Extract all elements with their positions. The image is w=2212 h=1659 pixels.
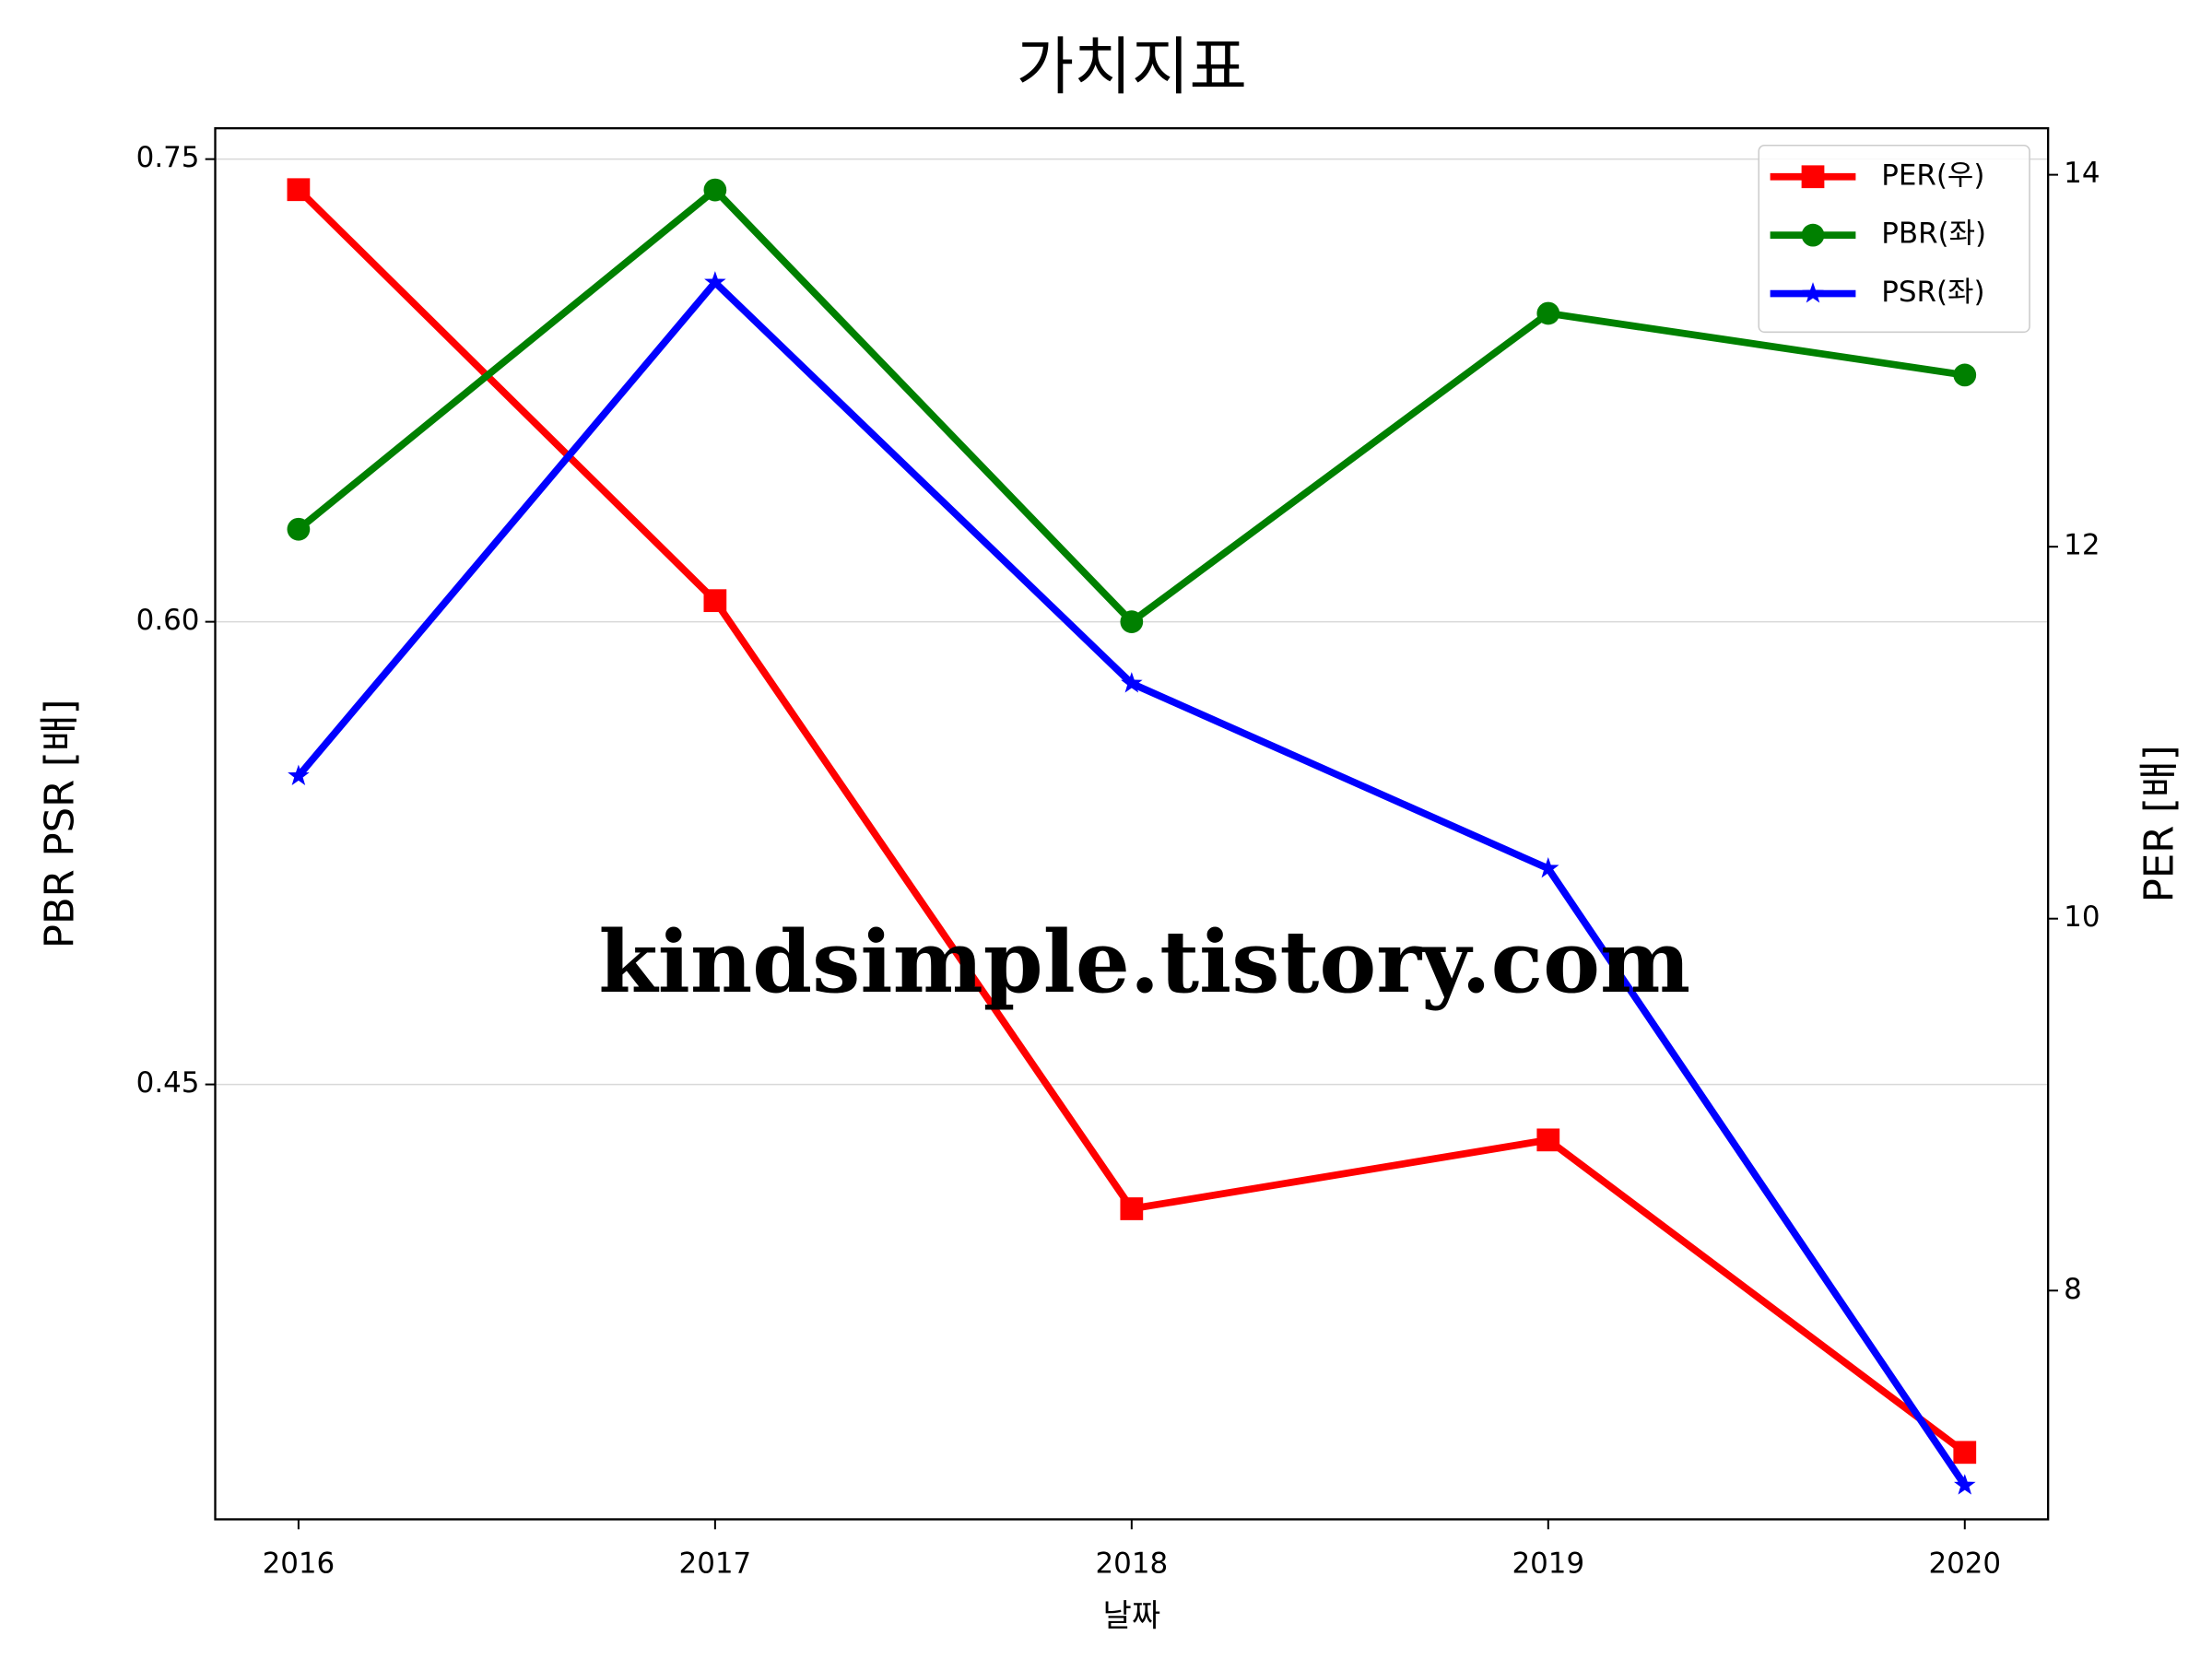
x-tick-label: 2020 <box>1928 1547 2001 1580</box>
legend-box <box>1758 144 2030 334</box>
x-tick-label: 2016 <box>263 1547 335 1580</box>
legend-label: PSR(좌) <box>1881 276 1984 309</box>
marker <box>1536 1128 1560 1152</box>
y2-tick-label: 14 <box>2064 157 2100 190</box>
marker <box>287 178 311 202</box>
y-tick-label: 0.60 <box>136 604 200 637</box>
watermark: kindsimple.tistory.com <box>598 912 1690 1012</box>
marker <box>1120 610 1144 633</box>
plot-frame <box>214 127 2050 1521</box>
y2-tick-label: 12 <box>2064 529 2100 562</box>
marker <box>1120 1197 1144 1220</box>
marker <box>1537 856 1559 878</box>
chart-title: 가치지표 <box>1017 31 1247 104</box>
marker <box>703 178 727 202</box>
marker <box>703 589 727 613</box>
x-axis-label: 날짜 <box>1103 1598 1161 1635</box>
y2-tick-label: 10 <box>2064 900 2100 934</box>
marker <box>1802 282 1824 303</box>
legend-label: PBR(좌) <box>1881 218 1986 251</box>
y-tick-label: 0.75 <box>136 141 200 174</box>
marker <box>1121 672 1143 693</box>
legend: PER(우) PBR(좌) PSR(좌) <box>1758 144 2030 334</box>
y-tick-label: 0.45 <box>136 1066 200 1100</box>
marker <box>1953 1441 1977 1465</box>
y2-tick-label: 8 <box>2064 1273 2082 1306</box>
marker <box>1801 223 1825 247</box>
marker <box>1536 301 1560 325</box>
marker <box>1954 1474 1976 1495</box>
x-tick-label: 2017 <box>679 1547 752 1580</box>
x-tick-label: 2019 <box>1512 1547 1584 1580</box>
y2-axis-label: PER [배] <box>2136 745 2183 902</box>
marker <box>287 517 311 541</box>
marker <box>288 764 310 785</box>
y-axis-label: PBR PSR [배] <box>38 700 84 949</box>
marker <box>1801 165 1825 189</box>
marker <box>704 271 726 292</box>
marker <box>1953 363 1977 387</box>
x-tick-label: 2018 <box>1096 1547 1169 1580</box>
legend-label: PER(우) <box>1881 159 1984 192</box>
